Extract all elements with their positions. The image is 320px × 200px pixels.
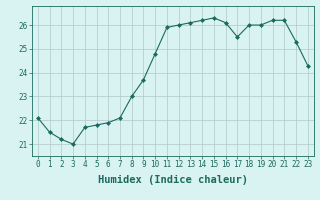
X-axis label: Humidex (Indice chaleur): Humidex (Indice chaleur): [98, 175, 248, 185]
